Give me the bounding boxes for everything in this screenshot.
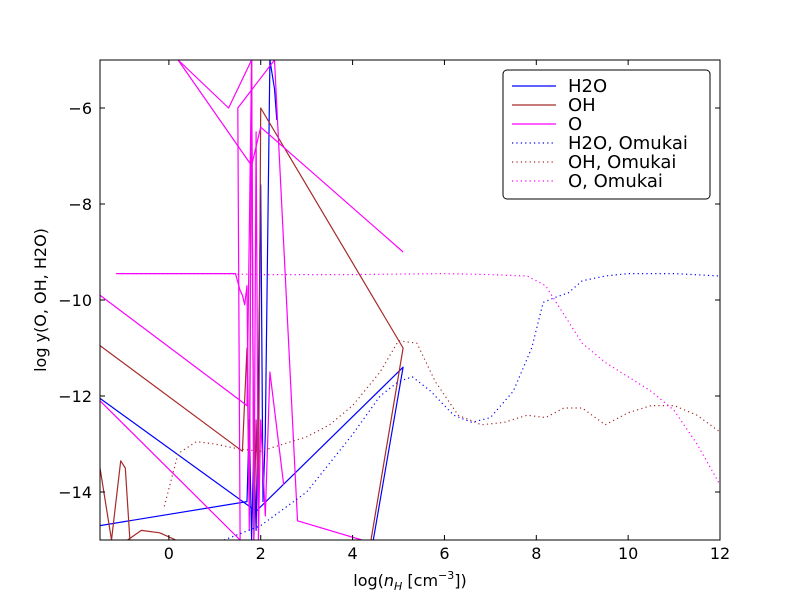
series-line-o-part2 xyxy=(100,60,404,407)
x-tick-label: 12 xyxy=(710,544,730,563)
legend-label-o: O xyxy=(568,114,582,135)
x-tick-label: 8 xyxy=(531,544,541,563)
y-tick-label: −14 xyxy=(58,483,92,502)
y-tick-label: −12 xyxy=(58,387,92,406)
x-axis-label: log(nH [cm−3]) xyxy=(353,569,466,593)
y-axis-label: log y(O, OH, H2O) xyxy=(31,228,50,372)
legend-label-oh-omukai: OH, Omukai xyxy=(568,152,676,173)
legend-box xyxy=(502,69,711,200)
series-line-oh-part3 xyxy=(127,529,177,540)
series-line-oh-part2 xyxy=(100,460,131,540)
x-tick-label: 0 xyxy=(164,544,174,563)
legend-label-h2o: H2O xyxy=(568,76,607,97)
x-tick-label: 6 xyxy=(439,544,449,563)
x-tick-label: 2 xyxy=(256,544,266,563)
series-line-o-part3 xyxy=(100,60,362,540)
y-tick-label: −10 xyxy=(58,291,92,310)
series-line-oh xyxy=(100,60,404,540)
legend-label-h2o-omukai: H2O, Omukai xyxy=(568,133,688,154)
y-tick-label: −6 xyxy=(68,99,92,118)
legend-label-oh: OH xyxy=(568,95,596,116)
axis-ticks: 0 2 4 6 8 10 12 −14 −12 −10 −8 −6 xyxy=(58,60,730,563)
x-tick-label: 4 xyxy=(347,544,357,563)
x-tick-label: 10 xyxy=(618,544,638,563)
series-line-h2o-omukai xyxy=(223,273,720,540)
legend-label-o-omukai: O, Omukai xyxy=(568,171,663,192)
series-line-o xyxy=(116,60,285,540)
y-tick-label: −8 xyxy=(68,195,92,214)
plot-series-layer xyxy=(100,60,720,540)
